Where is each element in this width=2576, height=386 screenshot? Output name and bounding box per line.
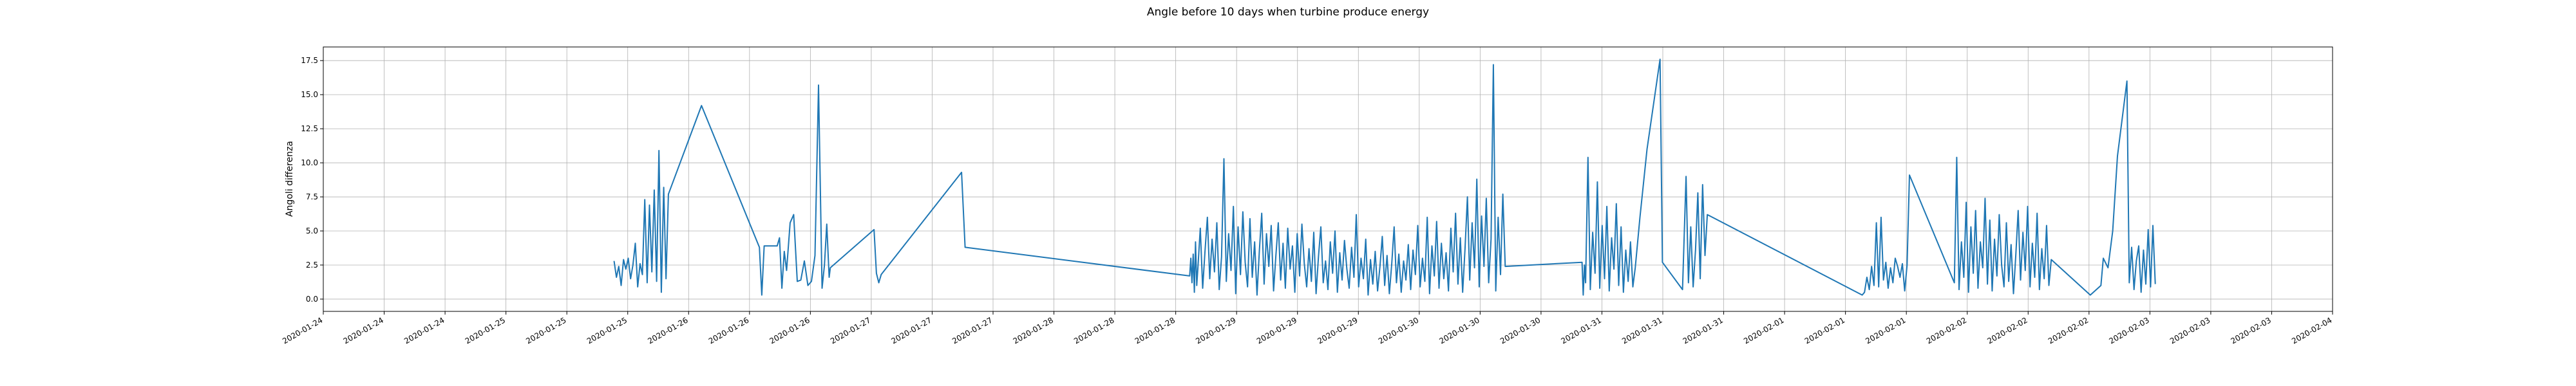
x-tick-label: 2020-01-27 xyxy=(829,315,872,345)
x-tick-label: 2020-01-30 xyxy=(1499,315,1542,345)
x-tick-label: 2020-02-02 xyxy=(1985,315,2029,345)
x-tick-label: 2020-01-31 xyxy=(1620,315,1663,345)
x-axis: 2020-01-24 2020-01-24 2020-01-24 2020-01-25… xyxy=(281,311,2334,345)
x-tick-label: 2020-02-01 xyxy=(1803,315,1846,345)
x-tick-label: 2020-01-24 xyxy=(342,315,385,345)
x-tick-label: 2020-02-04 xyxy=(2290,315,2333,345)
x-tick-label: 2020-01-25 xyxy=(585,315,629,345)
x-tick-label: 2020-01-26 xyxy=(768,315,811,345)
x-tick-label: 2020-02-02 xyxy=(2047,315,2090,345)
y-tick-label: 10.0 xyxy=(301,158,318,167)
y-axis-label: Angoli differenza xyxy=(285,141,295,217)
series-line xyxy=(613,59,2156,296)
y-tick-label: 17.5 xyxy=(301,56,318,65)
x-tick-label: 2020-01-29 xyxy=(1316,315,1359,345)
x-tick-label: 2020-01-29 xyxy=(1255,315,1298,345)
x-tick-label: 2020-01-29 xyxy=(1194,315,1237,345)
y-tick-label: 2.5 xyxy=(306,261,318,270)
x-tick-label: 2020-01-24 xyxy=(281,315,324,345)
y-tick-label: 0.0 xyxy=(306,295,318,304)
y-tick-label: 12.5 xyxy=(301,124,318,133)
y-tick-label: 15.0 xyxy=(301,90,318,99)
y-tick-label: 5.0 xyxy=(306,226,318,235)
x-tick-label: 2020-01-28 xyxy=(1072,315,1115,345)
x-tick-label: 2020-01-30 xyxy=(1437,315,1481,345)
x-tick-label: 2020-01-25 xyxy=(524,315,567,345)
grid xyxy=(323,47,2333,311)
chart-title: Angle before 10 days when turbine produc… xyxy=(1147,6,1429,19)
x-tick-label: 2020-02-01 xyxy=(1742,315,1785,345)
x-tick-label: 2020-01-26 xyxy=(646,315,689,345)
x-tick-label: 2020-01-30 xyxy=(1377,315,1420,345)
plot-area xyxy=(613,59,2156,296)
x-tick-label: 2020-02-03 xyxy=(2230,315,2273,345)
y-tick-label: 7.5 xyxy=(306,192,318,201)
x-tick-label: 2020-01-25 xyxy=(464,315,507,345)
x-tick-label: 2020-01-24 xyxy=(402,315,446,345)
x-tick-label: 2020-02-01 xyxy=(1864,315,1907,345)
x-tick-label: 2020-02-02 xyxy=(1925,315,1968,345)
y-axis: 0.0 2.5 5.0 7.5 10.0 12.5 15.0 17.5 xyxy=(301,56,323,304)
x-tick-label: 2020-02-03 xyxy=(2107,315,2150,345)
x-tick-label: 2020-01-28 xyxy=(1012,315,1055,345)
x-tick-label: 2020-01-26 xyxy=(707,315,750,345)
axes-frame xyxy=(323,46,2333,312)
x-tick-label: 2020-01-31 xyxy=(1560,315,1603,345)
x-tick-label: 2020-02-03 xyxy=(2168,315,2211,345)
x-tick-label: 2020-01-27 xyxy=(890,315,933,345)
x-tick-label: 2020-01-27 xyxy=(951,315,994,345)
x-tick-label: 2020-01-31 xyxy=(1681,315,1725,345)
x-tick-label: 2020-01-28 xyxy=(1133,315,1177,345)
